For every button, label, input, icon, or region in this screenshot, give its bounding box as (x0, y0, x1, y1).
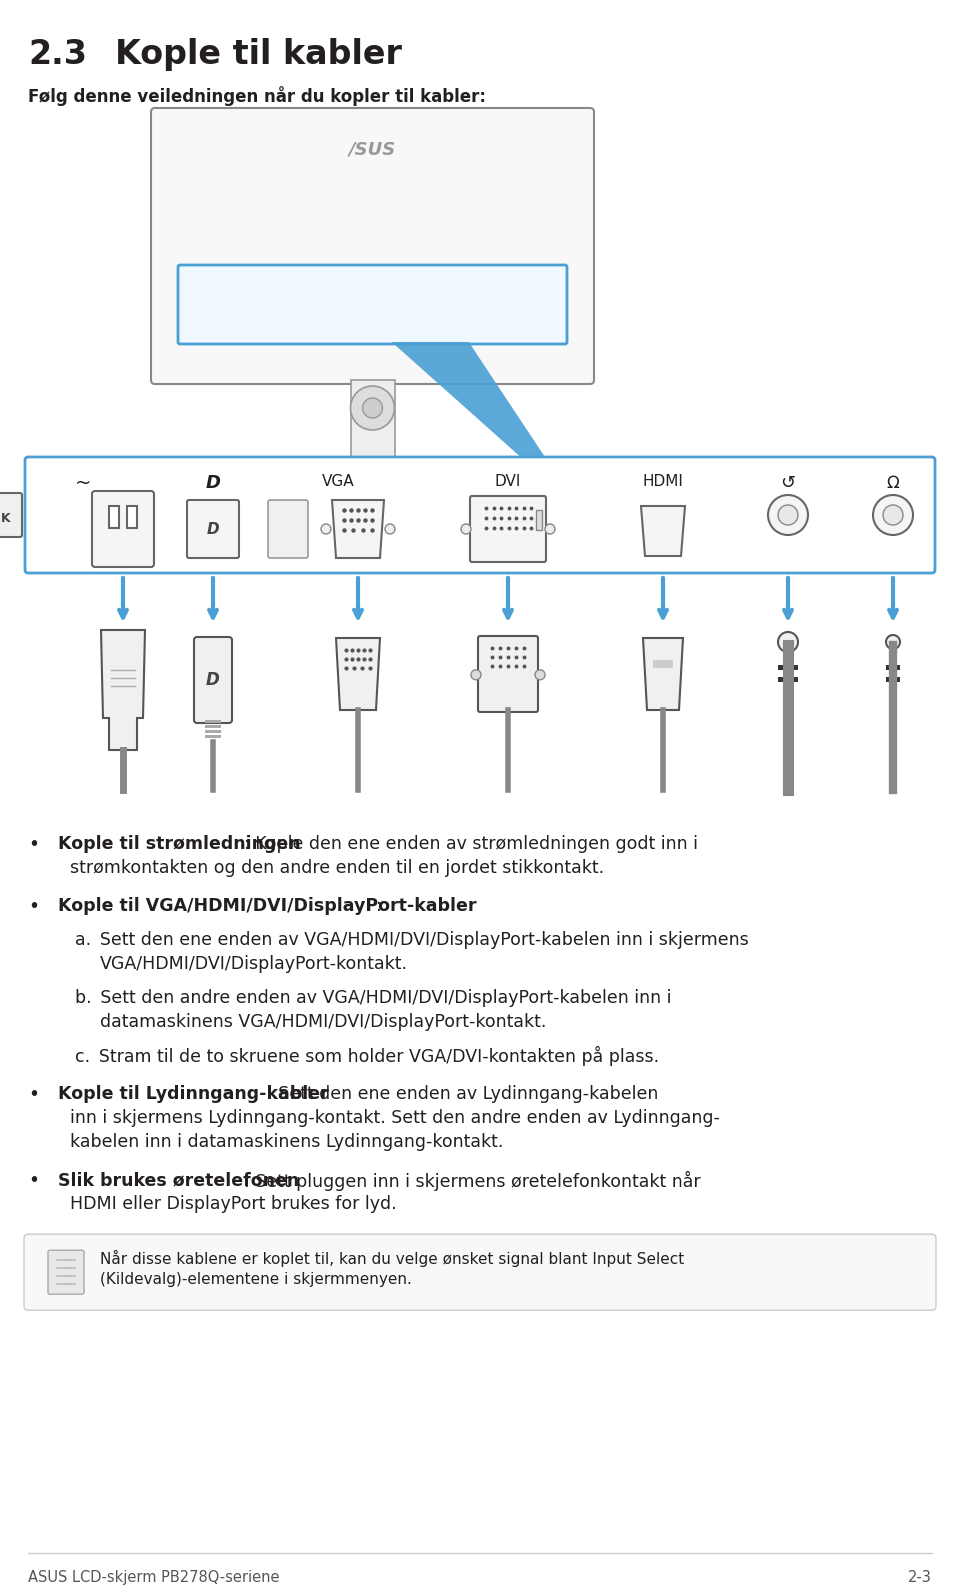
Text: D: D (206, 521, 219, 537)
Text: •: • (28, 835, 39, 854)
Bar (205, 719, 221, 723)
Text: •: • (28, 1170, 39, 1189)
FancyBboxPatch shape (48, 1250, 84, 1294)
Polygon shape (641, 507, 685, 556)
Text: 2.3: 2.3 (28, 38, 87, 71)
Text: a. Sett den ene enden av VGA/HDMI/DVI/DisplayPort-kabelen inn i skjermens: a. Sett den ene enden av VGA/HDMI/DVI/Di… (75, 931, 749, 950)
Circle shape (471, 670, 481, 680)
Text: : Kople den ene enden av strømledningen godt inn i: : Kople den ene enden av strømledningen … (244, 835, 698, 853)
FancyBboxPatch shape (24, 1234, 936, 1310)
Circle shape (461, 524, 471, 534)
Bar (205, 735, 221, 738)
Bar (536, 510, 542, 530)
Text: :: : (375, 897, 381, 915)
Text: : Sett den ene enden av Lydinngang-kabelen: : Sett den ene enden av Lydinngang-kabel… (267, 1085, 659, 1102)
Text: ~: ~ (75, 473, 91, 492)
Polygon shape (392, 341, 580, 510)
Text: Følg denne veiledningen når du kopler til kabler:: Følg denne veiledningen når du kopler ti… (28, 86, 486, 106)
Text: •: • (28, 897, 39, 916)
Text: Kople til Lydinngang-kabler: Kople til Lydinngang-kabler (58, 1085, 328, 1102)
Bar (205, 726, 221, 727)
Circle shape (321, 524, 331, 534)
Text: K: K (1, 511, 11, 524)
Circle shape (768, 495, 808, 535)
Circle shape (778, 632, 798, 653)
Text: c. Stram til de to skruene som holder VGA/DVI-kontakten på plass.: c. Stram til de to skruene som holder VG… (75, 1046, 660, 1066)
Text: Kople til VGA/HDMI/DVI/DisplayPort-kabler: Kople til VGA/HDMI/DVI/DisplayPort-kable… (58, 897, 476, 915)
Bar (886, 665, 900, 670)
Text: ASUS LCD-skjerm PB278Q-seriene: ASUS LCD-skjerm PB278Q-seriene (28, 1571, 279, 1585)
Text: 2-3: 2-3 (908, 1571, 932, 1585)
Bar (127, 507, 137, 527)
Circle shape (350, 386, 395, 430)
Circle shape (545, 524, 555, 534)
Polygon shape (643, 638, 683, 710)
Circle shape (778, 505, 798, 526)
Circle shape (886, 635, 900, 649)
Circle shape (385, 524, 395, 534)
FancyBboxPatch shape (25, 457, 935, 573)
Circle shape (535, 670, 545, 680)
Text: b. Sett den andre enden av VGA/HDMI/DVI/DisplayPort-kabelen inn i: b. Sett den andre enden av VGA/HDMI/DVI/… (75, 989, 671, 1007)
Text: D: D (206, 672, 220, 689)
Text: /SUS: /SUS (348, 140, 396, 157)
Text: inn i skjermens Lydinngang-kontakt. Sett den andre enden av Lydinngang-: inn i skjermens Lydinngang-kontakt. Sett… (70, 1108, 720, 1126)
Polygon shape (336, 638, 380, 710)
Text: strømkontakten og den andre enden til en jordet stikkontakt.: strømkontakten og den andre enden til en… (70, 859, 604, 877)
Circle shape (363, 399, 382, 418)
Polygon shape (332, 500, 384, 557)
Bar (886, 676, 900, 681)
Circle shape (883, 505, 903, 526)
FancyBboxPatch shape (92, 491, 154, 567)
FancyBboxPatch shape (0, 492, 22, 537)
Bar (109, 507, 119, 527)
Text: Når disse kablene er koplet til, kan du velge ønsket signal blant Input Select: Når disse kablene er koplet til, kan du … (100, 1250, 684, 1267)
Bar (205, 730, 221, 734)
Text: Kople til strømledningen: Kople til strømledningen (58, 835, 300, 853)
FancyBboxPatch shape (478, 637, 538, 711)
FancyBboxPatch shape (470, 495, 546, 562)
Text: kabelen inn i datamaskinens Lydinngang-kontakt.: kabelen inn i datamaskinens Lydinngang-k… (70, 1132, 503, 1151)
Text: Kople til kabler: Kople til kabler (115, 38, 402, 71)
Text: Slik brukes øretelefonen: Slik brukes øretelefonen (58, 1170, 300, 1189)
Text: : Sett pluggen inn i skjermens øretelefonkontakt når: : Sett pluggen inn i skjermens øretelefo… (244, 1170, 701, 1191)
Bar (350, 380, 395, 475)
Text: D: D (205, 473, 221, 492)
Bar (653, 661, 673, 669)
Polygon shape (101, 630, 145, 750)
Bar (778, 676, 798, 681)
Text: (Kildevalg)-elementene i skjermmenyen.: (Kildevalg)-elementene i skjermmenyen. (100, 1272, 412, 1288)
Bar (778, 665, 798, 670)
FancyBboxPatch shape (194, 637, 232, 723)
FancyBboxPatch shape (268, 500, 308, 557)
Text: VGA: VGA (322, 473, 354, 489)
Text: datamaskinens VGA/HDMI/DVI/DisplayPort-kontakt.: datamaskinens VGA/HDMI/DVI/DisplayPort-k… (100, 1013, 546, 1031)
Text: •: • (28, 1085, 39, 1104)
Text: ↺: ↺ (780, 473, 796, 492)
Circle shape (873, 495, 913, 535)
Text: HDMI eller DisplayPort brukes for lyd.: HDMI eller DisplayPort brukes for lyd. (70, 1196, 396, 1213)
Text: DVI: DVI (494, 473, 521, 489)
FancyBboxPatch shape (178, 265, 567, 345)
Text: VGA/HDMI/DVI/DisplayPort-kontakt.: VGA/HDMI/DVI/DisplayPort-kontakt. (100, 954, 408, 973)
FancyBboxPatch shape (187, 500, 239, 557)
FancyBboxPatch shape (295, 472, 450, 500)
Text: Ω: Ω (887, 473, 900, 492)
Text: HDMI: HDMI (642, 473, 684, 489)
FancyBboxPatch shape (151, 108, 594, 384)
